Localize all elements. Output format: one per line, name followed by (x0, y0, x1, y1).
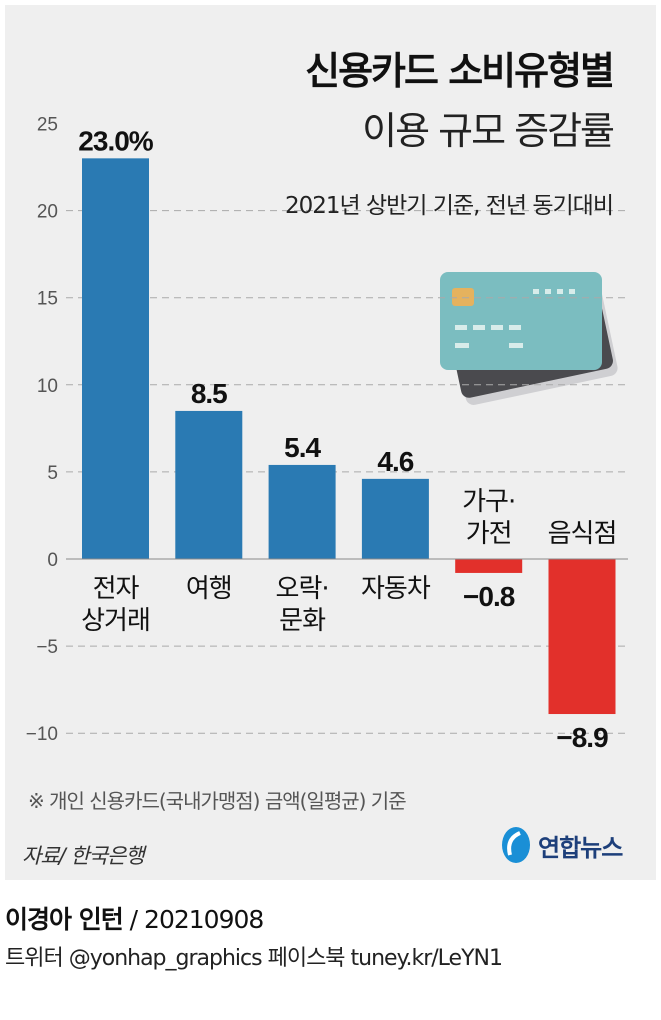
value-label: 5.4 (284, 432, 321, 463)
byline: 이경아 인턴 / 20210908 (5, 900, 265, 936)
yonhap-logo-icon (502, 827, 530, 863)
value-label: 23.0% (78, 125, 153, 156)
footnote: ※ 개인 신용카드(국내가맹점) 금액(일평균) 기준 (28, 789, 407, 813)
y-tick-label: −5 (36, 637, 58, 658)
category-label: 오락· (276, 574, 329, 604)
category-label: 전자 (93, 574, 140, 604)
bar (82, 158, 149, 559)
bar (268, 464, 336, 559)
category-label: 가구· (462, 487, 515, 517)
y-tick-label: 0 (47, 550, 58, 571)
y-tick-label: 20 (37, 202, 58, 223)
bar (548, 559, 616, 715)
category-label: 자동차 (361, 574, 431, 604)
bar (455, 559, 523, 573)
category-label: 상거래 (81, 606, 150, 636)
y-tick-label: −10 (26, 724, 58, 745)
credit-card-illustration (440, 272, 618, 405)
chart-subtitle: 2021년 상반기 기준, 전년 동기대비 (284, 193, 614, 219)
bar (361, 478, 429, 559)
source: 자료/ 한국은행 (22, 844, 145, 868)
logo-text: 연합뉴스 (538, 833, 623, 862)
category-label: 음식점 (548, 519, 617, 549)
value-label: −0.8 (463, 581, 515, 612)
y-tick-label: 15 (37, 289, 58, 310)
social-links[interactable]: 트위터 @yonhap_graphics 페이스북 tuney.kr/LeYN1 (5, 946, 503, 971)
bar (175, 410, 243, 559)
y-tick-label: 5 (47, 463, 58, 484)
chart-title-line1: 신용카드 소비유형별 (305, 49, 615, 93)
y-tick-label: 10 (37, 376, 58, 397)
chart-title-line2: 이용 규모 증감률 (362, 109, 615, 153)
category-label: 가전 (466, 519, 512, 549)
category-label: 문화 (279, 606, 326, 636)
category-label: 여행 (186, 574, 232, 604)
y-tick-label: 25 (37, 115, 58, 136)
author: 이경아 인턴 (5, 905, 124, 934)
yonhap-logo: 연합뉴스 (498, 825, 623, 865)
value-label: 4.6 (377, 446, 413, 477)
value-label: 8.5 (191, 378, 227, 409)
date: / 20210908 (122, 905, 265, 934)
value-label: −8.9 (556, 722, 608, 753)
